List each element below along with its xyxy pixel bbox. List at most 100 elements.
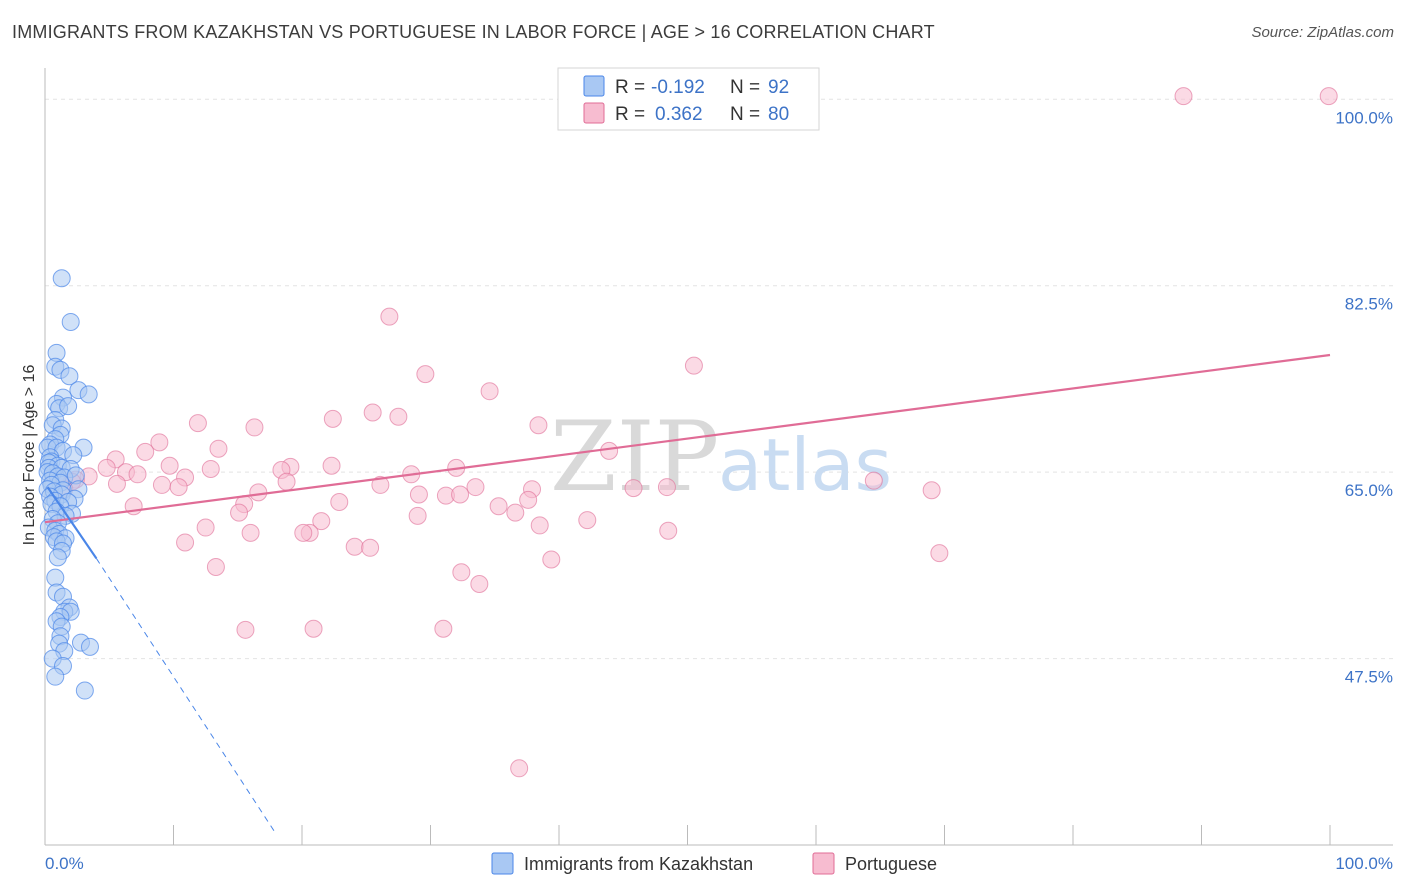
legend-swatch-pink: [583, 102, 605, 124]
point-portuguese: [434, 619, 453, 638]
y-tick-label: 82.5%: [1345, 295, 1393, 314]
point-portuguese: [322, 456, 341, 475]
trend-lines: [44, 353, 1331, 835]
watermark-atlas: atlas: [718, 423, 892, 507]
point-kazakhstan: [79, 385, 98, 404]
point-portuguese: [1319, 87, 1338, 106]
legend-n-value-2: 80: [768, 104, 789, 125]
point-kazakhstan: [52, 269, 71, 288]
gridlines: [45, 98, 1393, 660]
point-portuguese: [345, 537, 364, 556]
y-tick-label: 65.0%: [1345, 481, 1393, 500]
chart-title: IMMIGRANTS FROM KAZAKHSTAN VS PORTUGUESE…: [12, 22, 935, 42]
point-portuguese: [206, 557, 225, 576]
y-axis-label: In Labor Force | Age > 16: [21, 365, 38, 546]
bottom-legend: Immigrants from Kazakhstan Portuguese: [491, 852, 937, 875]
point-portuguese: [160, 456, 179, 475]
point-portuguese: [489, 497, 508, 516]
point-kazakhstan: [46, 667, 65, 686]
point-portuguese: [519, 490, 538, 509]
point-portuguese: [249, 483, 268, 502]
point-kazakhstan: [60, 367, 79, 386]
point-portuguese: [409, 485, 428, 504]
point-portuguese: [363, 403, 382, 422]
point-kazakhstan: [75, 681, 94, 700]
point-portuguese: [277, 472, 296, 491]
point-kazakhstan: [61, 312, 80, 331]
y-tick-labels: 47.5% 65.0% 82.5% 100.0%: [1335, 108, 1393, 686]
point-portuguese: [466, 478, 485, 497]
series-kazakhstan-points: [38, 269, 99, 700]
point-portuguese: [294, 523, 313, 542]
y-tick-label: 100.0%: [1335, 108, 1393, 127]
trend-line-kazakhstan-extension: [95, 558, 277, 835]
legend-r-label-1: R =: [615, 77, 645, 98]
point-portuguese: [657, 478, 676, 497]
x-tick-label-min: 0.0%: [45, 854, 84, 873]
point-portuguese: [864, 471, 883, 490]
point-portuguese: [578, 511, 597, 530]
point-portuguese: [922, 481, 941, 500]
x-ticks: [44, 825, 1331, 845]
legend-r-label-2: R =: [615, 104, 645, 125]
point-portuguese: [152, 475, 171, 494]
point-portuguese: [510, 759, 529, 778]
point-portuguese: [196, 518, 215, 537]
watermark: ZIP atlas: [550, 401, 892, 513]
point-portuguese: [230, 503, 249, 522]
point-portuguese: [150, 433, 169, 452]
legend-n-value-1: 92: [768, 77, 789, 98]
point-portuguese: [506, 503, 525, 522]
point-portuguese: [241, 523, 260, 542]
point-portuguese: [408, 506, 427, 525]
point-portuguese: [188, 414, 207, 433]
point-portuguese: [416, 365, 435, 384]
point-portuguese: [330, 492, 349, 511]
point-portuguese: [480, 382, 499, 401]
point-portuguese: [529, 416, 548, 435]
point-kazakhstan: [59, 397, 78, 416]
legend-n-label-2: N =: [730, 104, 760, 125]
point-portuguese: [304, 619, 323, 638]
point-portuguese: [201, 459, 220, 478]
point-portuguese: [245, 418, 264, 437]
point-portuguese: [930, 544, 949, 563]
point-portuguese: [380, 307, 399, 326]
point-portuguese: [452, 563, 471, 582]
point-portuguese: [624, 479, 643, 498]
point-portuguese: [97, 458, 116, 477]
trend-line-kazakhstan: [46, 486, 98, 560]
point-portuguese: [1174, 87, 1193, 106]
point-portuguese: [209, 439, 228, 458]
point-portuguese: [530, 516, 549, 535]
point-portuguese: [136, 442, 155, 461]
point-portuguese: [361, 538, 380, 557]
point-portuguese: [542, 550, 561, 569]
bottom-legend-swatch-pink: [812, 852, 835, 875]
point-portuguese: [236, 620, 255, 639]
point-portuguese: [659, 521, 678, 540]
point-portuguese: [600, 441, 619, 460]
point-portuguese: [684, 356, 703, 375]
legend-r-value-1: -0.192: [651, 77, 705, 98]
legend: R = -0.192 N = 92 R = 0.362 N = 80: [557, 67, 820, 131]
point-portuguese: [312, 512, 331, 531]
point-portuguese: [107, 474, 126, 493]
point-kazakhstan: [80, 637, 99, 656]
bottom-legend-label-portuguese: Portuguese: [845, 854, 937, 874]
point-kazakhstan: [48, 548, 67, 567]
point-kazakhstan: [46, 568, 65, 587]
point-portuguese: [389, 407, 408, 426]
legend-r-value-2: 0.362: [655, 104, 703, 125]
point-portuguese: [470, 575, 489, 594]
point-portuguese: [176, 533, 195, 552]
bottom-legend-label-kazakhstan: Immigrants from Kazakhstan: [524, 854, 753, 874]
point-portuguese: [451, 485, 470, 504]
source-label: Source: ZipAtlas.com: [1251, 24, 1394, 41]
legend-n-label-1: N =: [730, 77, 760, 98]
y-tick-label: 47.5%: [1345, 668, 1393, 687]
x-tick-label-max: 100.0%: [1335, 854, 1393, 873]
point-portuguese: [169, 478, 188, 497]
point-portuguese: [323, 409, 342, 428]
